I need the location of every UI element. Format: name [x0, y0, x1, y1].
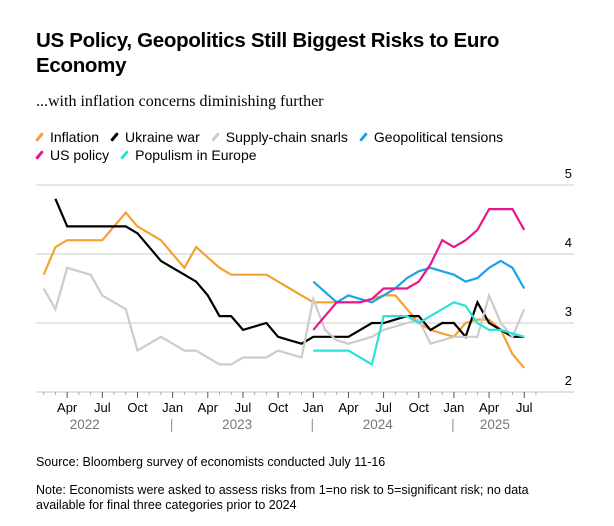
- year-label: 2024: [363, 417, 394, 432]
- x-tick-label: Oct: [268, 400, 289, 415]
- legend-label: Supply-chain snarls: [225, 129, 348, 145]
- legend-item: Geopolitical tensions: [358, 128, 503, 146]
- legend-item: US policy: [34, 146, 109, 164]
- year-label: 2022: [70, 417, 100, 432]
- y-tick-label: 5: [565, 166, 572, 181]
- line-chart: 5 4 3 2 Apr Jul Oct Jan Apr Jul Oct Jan Apr Jul Oct Ja…: [36, 166, 574, 432]
- y-tick-label: 3: [565, 304, 572, 319]
- legend-label: Geopolitical tensions: [373, 129, 504, 145]
- legend-item: Supply-chain snarls: [210, 128, 348, 146]
- x-tick-label: Jan: [303, 400, 324, 415]
- legend-label: Inflation: [50, 129, 100, 145]
- y-tick-label: 4: [565, 235, 572, 250]
- footnote: Note: Economists were asked to assess ri…: [36, 483, 529, 512]
- grid-lines: [36, 184, 574, 393]
- x-tick-label: Apr: [198, 400, 219, 415]
- legend: Inflation Ukraine war Supply-chain snarls G…: [34, 128, 594, 164]
- year-label: 2025: [480, 417, 510, 432]
- x-tick-label: Oct: [409, 400, 430, 415]
- x-tick-label: Oct: [127, 400, 148, 415]
- x-tick-label: Apr: [479, 400, 500, 415]
- series-line-geopolitical-tensions: [312, 259, 526, 304]
- chart-title: US Policy, Geopolitics Still Biggest Ris…: [36, 29, 500, 77]
- series-line-populism-in-europe: [313, 301, 525, 367]
- legend-label: Populism in Europe: [135, 147, 257, 163]
- x-tick-label: Jan: [443, 400, 464, 415]
- chart-subtitle: ...with inflation concerns diminishing f…: [36, 93, 324, 110]
- legend-label: US policy: [50, 147, 110, 163]
- source-note: Source: Bloomberg survey of economists c…: [36, 455, 386, 469]
- x-tick-label: Jul: [375, 400, 392, 415]
- series-line-supply-chain-snarls: [42, 266, 526, 366]
- series-line-us-policy: [312, 208, 526, 331]
- legend-item: Populism in Europe: [119, 146, 257, 164]
- y-axis-labels: 5 4 3 2: [565, 166, 572, 388]
- legend-label: Ukraine war: [125, 129, 200, 145]
- x-tick-label: Apr: [57, 400, 78, 415]
- series-line-inflation: [42, 210, 526, 369]
- x-tick-label: Jul: [516, 400, 533, 415]
- x-tick-label: Jul: [235, 400, 252, 415]
- x-axis: Apr Jul Oct Jan Apr Jul Oct Jan Apr Jul Oct Jan Apr J…: [43, 392, 537, 432]
- x-tick-label: Apr: [338, 400, 359, 415]
- year-label: 2023: [222, 417, 252, 432]
- x-tick-label: Jul: [94, 400, 111, 415]
- x-tick-label: Jan: [162, 400, 183, 415]
- y-tick-label: 2: [565, 373, 572, 388]
- legend-item: Inflation: [34, 128, 99, 146]
- legend-item: Ukraine war: [109, 128, 200, 146]
- series-line-ukraine-war: [54, 198, 525, 345]
- series-lines: [42, 198, 526, 369]
